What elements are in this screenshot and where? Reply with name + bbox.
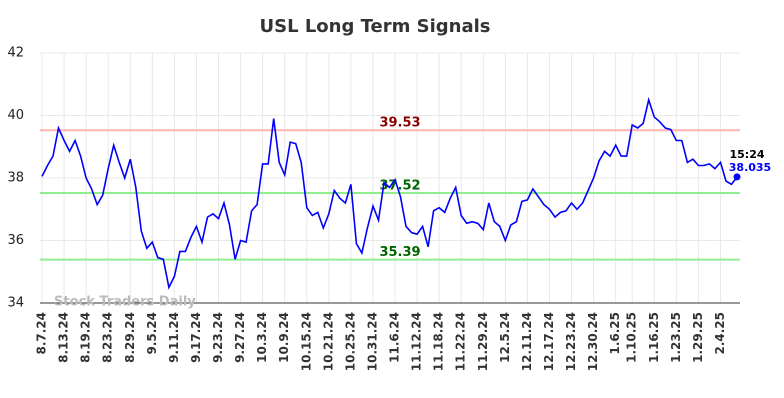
x-tick-label: 9.23.24: [211, 312, 225, 363]
last-value: 38.035: [729, 161, 771, 174]
signal-label: 35.39: [379, 245, 420, 260]
x-tick-label: 10.15.24: [299, 312, 313, 371]
x-tick-label: 12.30.24: [586, 312, 600, 371]
x-tick-label: 10.3.24: [255, 312, 269, 363]
x-tick-label: 10.25.24: [343, 312, 357, 371]
y-tick-label: 38: [7, 171, 24, 186]
y-tick-label: 40: [7, 108, 24, 123]
signal-label: 37.52: [379, 179, 420, 194]
x-tick-label: 2.4.25: [713, 312, 727, 355]
x-tick-label: 12.5.24: [498, 312, 512, 363]
x-tick-label: 1.6.25: [608, 312, 622, 355]
x-tick-label: 12.23.24: [564, 312, 578, 371]
x-tick-label: 10.9.24: [277, 312, 291, 363]
x-tick-label: 1.10.25: [625, 312, 639, 363]
price-line: [41, 96, 738, 290]
x-tick-label: 8.13.24: [57, 312, 71, 363]
x-tick-label: 12.11.24: [520, 312, 534, 371]
x-tick-label: 1.16.25: [647, 312, 661, 363]
x-tick-label: 11.18.24: [432, 312, 446, 371]
x-tick-label: 11.6.24: [388, 312, 402, 363]
x-tick-label: 9.17.24: [189, 312, 203, 363]
x-tick-label: 11.29.24: [476, 312, 490, 371]
x-tick-label: 1.29.25: [691, 312, 705, 363]
signal-label: 39.53: [379, 116, 420, 131]
x-tick-label: 9.5.24: [145, 312, 159, 355]
y-tick-label: 34: [7, 296, 24, 311]
x-tick-label: 8.23.24: [101, 312, 115, 363]
watermark: Stock Traders Daily: [54, 295, 196, 310]
x-tick-label: 1.23.25: [669, 312, 683, 363]
x-tick-label: 9.27.24: [233, 312, 247, 363]
x-tick-label: 11.12.24: [410, 312, 424, 371]
chart-title: USL Long Term Signals: [260, 16, 491, 37]
x-tick-label: 12.17.24: [542, 312, 556, 371]
x-tick-label: 10.21.24: [321, 312, 335, 371]
y-tick-label: 36: [7, 233, 24, 248]
x-tick-label: 9.11.24: [167, 312, 181, 363]
x-tick-label: 11.22.24: [454, 312, 468, 371]
y-tick-label: 42: [7, 46, 24, 61]
last-point: [733, 173, 741, 181]
x-tick-label: 8.29.24: [123, 312, 137, 363]
x-tick-label: 8.7.24: [35, 312, 49, 355]
x-tick-label: 10.31.24: [365, 312, 379, 371]
last-time: 15:24: [729, 148, 764, 161]
x-tick-label: 8.19.24: [79, 312, 93, 363]
